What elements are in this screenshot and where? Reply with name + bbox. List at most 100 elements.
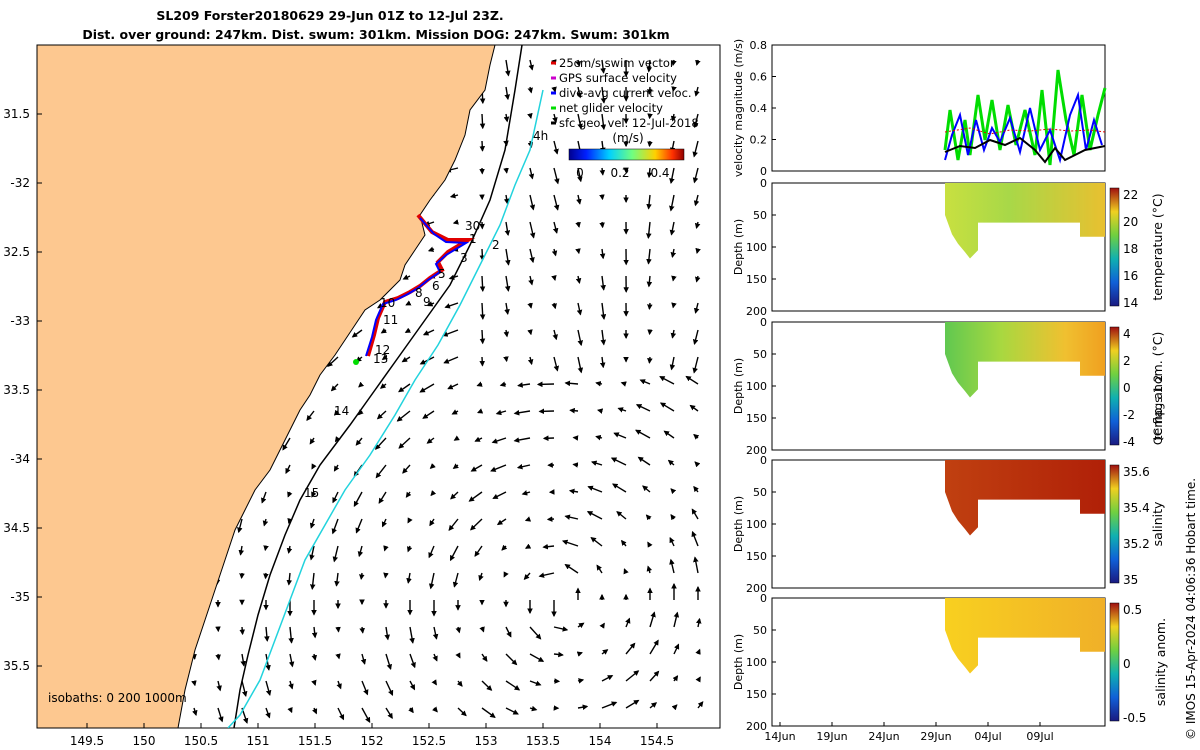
latitude-ticks: 31.5 -32 32.5 -33 33.5 -34 34.5 -35 35.5 (3, 107, 42, 673)
isobath-1000m (227, 89, 544, 728)
colorbar-label: salinity (1150, 501, 1165, 546)
depth-tick: 100 (746, 380, 767, 393)
depth-tick: 200 (746, 720, 767, 733)
time-axis: 14Jun 19Jun 24Jun 29Jun 04Jul 09Jul (764, 722, 1054, 743)
lon-tick-label: 151 (247, 734, 270, 748)
depth-tick: 0 (760, 316, 767, 329)
depth-tick: 50 (753, 348, 767, 361)
lon-tick-label: 151.5 (298, 734, 332, 748)
colorbar-label: temperature (°C) (1150, 193, 1165, 300)
glider-start-point (353, 359, 359, 365)
colorbar-tick: 0.5 (1123, 603, 1142, 617)
colorbar-tick: 35.6 (1123, 465, 1150, 479)
depth-tick: 150 (746, 273, 767, 286)
longitude-ticks: 149.5 150 150.5 151 151.5 152 152.5 153 153.5 154… (70, 723, 674, 748)
legend-entry: sfc geo. vel. 12-Jul-2018 (559, 116, 699, 130)
depth-tick: 50 (753, 486, 767, 499)
day-label: 30 (465, 219, 480, 233)
depth-panel: 0 50 100 150 200 Depth (m) -0.5 0 0.5 salinity an… (732, 592, 1168, 733)
colorbar-tick: 18 (1123, 242, 1138, 256)
colorbar-tick: 0.4 (650, 166, 669, 180)
day-label: 5 (438, 267, 446, 281)
colorbar-tick: 35.2 (1123, 537, 1150, 551)
figure-title-line1: SL209 Forster20180629 29-Jun 01Z to 12-J… (156, 8, 504, 23)
time-tick: 24Jun (868, 730, 899, 743)
colorbar-tick: 2 (1123, 354, 1131, 368)
day-label: 12 (375, 343, 390, 357)
lat-tick-label: -34 (10, 452, 30, 466)
depth-ylabel: Depth (m) (732, 634, 745, 690)
glider-track-blue (365, 217, 470, 357)
depth-panel: 0 50 100 150 200 Depth (m) 14 16 18 20 22 temperatu… (732, 177, 1165, 318)
depth-ylabel: Depth (m) (732, 219, 745, 275)
day-label: 11 (383, 313, 398, 327)
day-label: 13 (373, 352, 388, 366)
series-dive-avg-current (944, 91, 1103, 164)
speed-colorbar: (m/s) 0 0.2 0.4 (568, 131, 685, 180)
colorbar-label: (m/s) (612, 131, 643, 145)
day-label: 6 (432, 279, 440, 293)
lat-tick-label: -33 (10, 314, 30, 328)
series-swim-vector (944, 127, 1106, 135)
time-tick: 19Jun (816, 730, 847, 743)
lat-tick-label: 31.5 (3, 107, 30, 121)
time-tick: 09Jul (1026, 730, 1053, 743)
day-label: 14 (334, 404, 349, 418)
legend-entry: dive-avg current veloc. (559, 86, 692, 100)
depth-ylabel: Depth (m) (732, 496, 745, 552)
series-net-glider (943, 69, 1107, 166)
day-label: 1 (469, 232, 477, 246)
day-label: 3 (460, 251, 468, 265)
day-label: 9 (423, 295, 431, 309)
lon-tick-label: 150 (133, 734, 156, 748)
depth-ylabel: Depth (m) (732, 358, 745, 414)
lat-tick-label: 35.5 (3, 659, 30, 673)
depth-tick: 0 (760, 177, 767, 190)
series-sfc-geo-vel (944, 136, 1106, 164)
colorbar-tick: 0 (576, 166, 584, 180)
lon-tick-label: 152 (361, 734, 384, 748)
colorbar-tick: -4 (1123, 435, 1135, 449)
velocity-ylabel: velocity magnitude (m/s) (732, 39, 745, 177)
lon-tick-label: 149.5 (70, 734, 104, 748)
time-tick: 29Jun (920, 730, 951, 743)
depth-tick: 150 (746, 550, 767, 563)
lon-tick-label: 154.5 (640, 734, 674, 748)
colorbar-tick: 0 (1123, 381, 1131, 395)
day-label: 15 (304, 486, 319, 500)
velocity-tick: 0.8 (750, 39, 768, 52)
lat-tick-label: -32 (10, 176, 30, 190)
colorbar-tick: 35.4 (1123, 501, 1150, 515)
depth-panel: 0 50 100 150 200 Depth (m) 35 35.2 35.4 35.6 salin… (732, 454, 1165, 595)
velocity-tick: 0.4 (750, 102, 768, 115)
legend-entry: 25cm/s swim vector (559, 56, 675, 70)
coastline-land (37, 45, 496, 728)
extra-label: 4h (533, 129, 548, 143)
lon-tick-label: 152.5 (412, 734, 446, 748)
depth-tick: 100 (746, 656, 767, 669)
depth-tick: 150 (746, 688, 767, 701)
depth-tick: 200 (746, 444, 767, 457)
depth-tick: 200 (746, 305, 767, 318)
lon-tick-label: 153.5 (526, 734, 560, 748)
colorbar-tick: 16 (1123, 269, 1138, 283)
isobath-200m (233, 45, 523, 728)
qc-label: QC flags 1 2 (1151, 375, 1165, 445)
colorbar-tick: 20 (1123, 215, 1138, 229)
colorbar-tick: 4 (1123, 327, 1131, 341)
day-label: 2 (492, 238, 500, 252)
lat-tick-label: 34.5 (3, 521, 30, 535)
colorbar-tick: -0.5 (1123, 711, 1146, 725)
profile-panels: 0 0.2 0.4 0.6 0.8 velocity magnitude (m/s) 0… (732, 39, 1168, 743)
time-tick: 04Jul (974, 730, 1001, 743)
depth-tick: 100 (746, 241, 767, 254)
lat-tick-label: 32.5 (3, 245, 30, 259)
isobath-label: isobaths: 0 200 1000m (48, 691, 187, 705)
time-tick: 14Jun (764, 730, 795, 743)
credit-text: © IMOS 15-Apr-2024 04:06:36 Hobart time. (1184, 477, 1198, 740)
legend-entry: net glider velocity (559, 101, 663, 115)
lon-tick-label: 154 (589, 734, 612, 748)
colorbar-label: temp. anom. (°C) (1150, 332, 1165, 441)
